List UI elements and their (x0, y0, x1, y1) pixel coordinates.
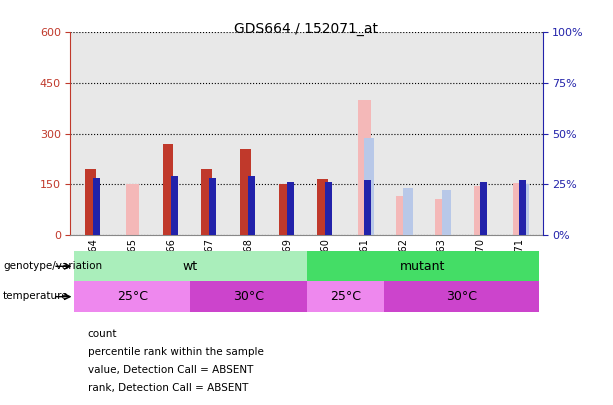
Bar (364, 138, 374, 235)
Text: rank, Detection Call = ABSENT: rank, Detection Call = ABSENT (88, 383, 248, 392)
Text: 25°C: 25°C (117, 290, 148, 303)
Bar (306, 251, 539, 281)
Bar (512, 183, 526, 235)
Text: temperature: temperature (3, 292, 69, 301)
Text: 25°C: 25°C (330, 290, 360, 303)
Text: value, Detection Call = ABSENT: value, Detection Call = ABSENT (88, 365, 253, 375)
Bar (240, 149, 251, 235)
Bar (397, 196, 410, 235)
Bar (74, 251, 306, 281)
Bar (318, 179, 328, 235)
Bar (162, 144, 173, 235)
Bar (201, 169, 212, 235)
Bar (306, 281, 384, 312)
Bar (170, 176, 178, 235)
Bar (210, 178, 216, 235)
Bar (287, 182, 294, 235)
Bar (74, 281, 191, 312)
Bar (519, 184, 529, 235)
Bar (442, 190, 451, 235)
Text: 30°C: 30°C (233, 290, 264, 303)
Bar (435, 200, 449, 235)
Text: wt: wt (183, 260, 198, 273)
Bar (480, 182, 487, 235)
Text: mutant: mutant (400, 260, 445, 273)
Text: percentile rank within the sample: percentile rank within the sample (88, 347, 264, 357)
Bar (85, 169, 96, 235)
Text: GDS664 / 152071_at: GDS664 / 152071_at (235, 22, 378, 36)
Bar (279, 184, 289, 235)
Bar (191, 281, 306, 312)
Bar (93, 178, 101, 235)
Bar (364, 180, 371, 235)
Bar (126, 184, 139, 235)
Bar (519, 180, 526, 235)
Text: genotype/variation: genotype/variation (3, 261, 102, 271)
Bar (384, 281, 539, 312)
Text: 30°C: 30°C (446, 290, 477, 303)
Bar (403, 188, 413, 235)
Bar (474, 186, 487, 235)
Bar (326, 182, 332, 235)
Text: count: count (88, 329, 117, 339)
Bar (248, 176, 255, 235)
Bar (358, 100, 371, 235)
